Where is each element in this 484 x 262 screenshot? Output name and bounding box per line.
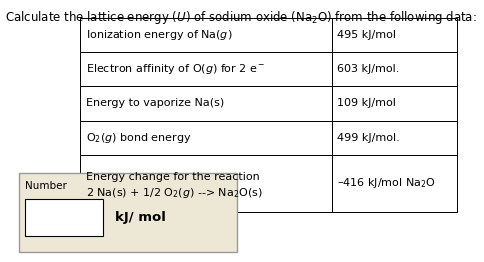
Bar — [332, 121, 457, 155]
Text: 603 kJ/mol.: 603 kJ/mol. — [337, 64, 400, 74]
Text: O$_2$($\mathit{g}$) bond energy: O$_2$($\mathit{g}$) bond energy — [86, 130, 191, 145]
Bar — [332, 155, 457, 212]
Bar — [80, 121, 332, 155]
Text: Energy change for the reaction
2 Na(s) + 1/2 O$_2$($\mathit{g}$) --> Na$_2$O(s): Energy change for the reaction 2 Na(s) +… — [86, 172, 262, 200]
Text: Ionization energy of Na($\mathit{g}$): Ionization energy of Na($\mathit{g}$) — [86, 28, 232, 42]
Bar — [25, 199, 103, 236]
Text: Calculate the lattice energy ($\mathit{U}$) of sodium oxide (Na$_2$O) from the f: Calculate the lattice energy ($\mathit{U… — [5, 9, 477, 26]
Bar — [80, 52, 332, 86]
Bar — [332, 52, 457, 86]
Bar — [332, 86, 457, 121]
Text: –416 kJ/mol Na$_2$O: –416 kJ/mol Na$_2$O — [337, 176, 436, 190]
Text: 109 kJ/mol: 109 kJ/mol — [337, 99, 396, 108]
Text: 499 kJ/mol.: 499 kJ/mol. — [337, 133, 400, 143]
Bar — [332, 18, 457, 52]
Text: Energy to vaporize Na(s): Energy to vaporize Na(s) — [86, 99, 224, 108]
Text: Electron affinity of O($\mathit{g}$) for 2 e$^-$: Electron affinity of O($\mathit{g}$) for… — [86, 62, 265, 77]
Bar — [80, 86, 332, 121]
Text: Number: Number — [25, 181, 67, 191]
Bar — [19, 173, 237, 252]
Bar — [80, 18, 332, 52]
Text: 495 kJ/mol: 495 kJ/mol — [337, 30, 396, 40]
Text: kJ/ mol: kJ/ mol — [115, 211, 166, 224]
Bar — [80, 155, 332, 212]
